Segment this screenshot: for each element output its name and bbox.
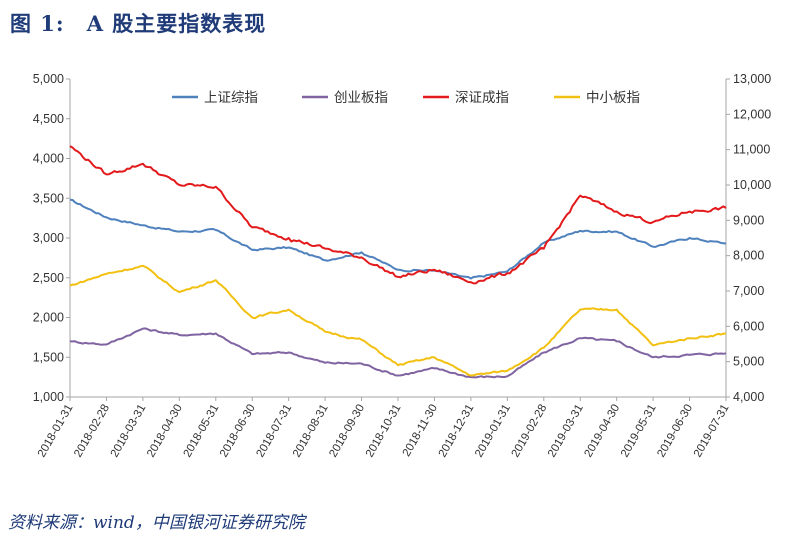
- x-tick-label: 2019-04-30: [582, 403, 622, 460]
- series-line: [70, 327, 727, 379]
- right-tick-label: 7,000: [733, 284, 764, 298]
- figure-title-text: A 股主要指数表现: [86, 11, 267, 36]
- right-tick-label: 6,000: [733, 319, 764, 333]
- series-line: [69, 145, 727, 285]
- legend-label: 创业板指: [334, 90, 388, 106]
- right-tick-label: 5,000: [733, 355, 764, 369]
- x-tick-label: 2018-01-31: [36, 403, 76, 460]
- left-tick-label: 3,500: [33, 191, 64, 205]
- figure-label: 图 1:: [10, 11, 65, 36]
- left-tick-label: 1,500: [33, 350, 64, 364]
- x-tick-label: 2018-03-31: [109, 403, 149, 460]
- x-tick-label: 2019-05-31: [619, 403, 659, 460]
- x-tick-label: 2018-11-30: [401, 403, 440, 459]
- figure-source: 资料来源：wind，中国银河证券研究院: [8, 513, 305, 533]
- chart-series: [69, 145, 727, 379]
- right-tick-label: 4,000: [733, 390, 764, 404]
- x-tick-label: 2019-02-28: [510, 403, 550, 460]
- left-tick-label: 1,000: [33, 390, 64, 404]
- left-tick-label: 5,000: [33, 72, 64, 86]
- right-tick-label: 12,000: [733, 107, 771, 121]
- left-tick-label: 2,000: [33, 311, 64, 325]
- x-tick-label: 2018-02-28: [72, 403, 112, 460]
- right-tick-label: 11,000: [733, 143, 770, 157]
- line-chart: 1,000 1,500 2,000 2,500 3,000 3,500 4,000 4,500…: [33, 72, 772, 460]
- right-tick-label: 8,000: [733, 249, 764, 263]
- legend-label: 中小板指: [586, 90, 640, 106]
- x-tick-label: 2018-07-31: [254, 403, 294, 460]
- right-tick-label: 9,000: [733, 213, 764, 227]
- x-tick-label: 2019-06-30: [655, 403, 695, 460]
- x-tick-label: 2019-01-31: [473, 403, 513, 460]
- x-tick-label: 2018-08-31: [291, 403, 331, 460]
- x-tick-label: 2018-12-31: [437, 403, 477, 460]
- series-line: [69, 264, 727, 377]
- series-line: [69, 198, 727, 280]
- figure-title: 图 1: A 股主要指数表现: [10, 8, 266, 38]
- x-tick-label: 2019-03-31: [546, 403, 586, 460]
- x-tick-label: 2018-10-31: [364, 403, 404, 460]
- left-tick-label: 2,500: [33, 271, 64, 285]
- legend-label: 深证成指: [455, 90, 509, 106]
- legend-label: 上证综指: [204, 90, 258, 106]
- left-tick-label: 4,000: [33, 152, 64, 166]
- x-tick-label: 2018-05-31: [182, 403, 222, 460]
- left-tick-label: 4,500: [33, 112, 64, 126]
- x-tick-label: 2018-09-30: [327, 403, 367, 460]
- x-tick-label: 2019-07-31: [692, 403, 732, 460]
- left-tick-label: 3,000: [33, 231, 64, 245]
- x-tick-label: 2018-06-30: [218, 403, 258, 460]
- x-tick-label: 2018-04-30: [145, 403, 185, 460]
- right-tick-label: 10,000: [733, 178, 771, 192]
- chart-legend: 上证综指 创业板指 深证成指 中小板指: [172, 90, 640, 106]
- right-tick-label: 13,000: [733, 72, 771, 86]
